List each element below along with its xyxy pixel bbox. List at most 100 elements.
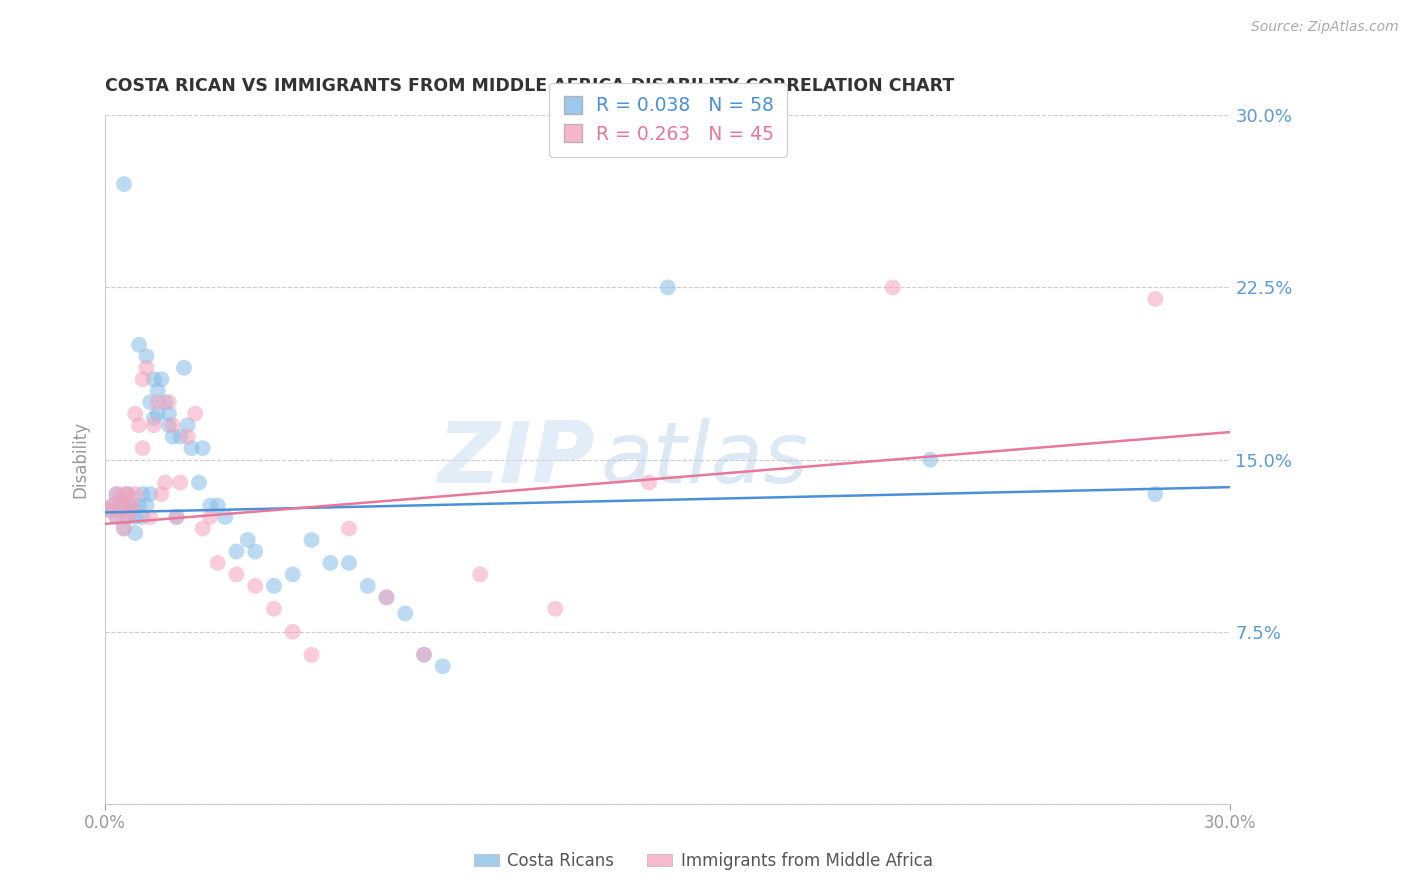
Point: [882, 280, 904, 294]
Point: [188, 475, 211, 490]
Point: [97, 503, 120, 517]
Point: [132, 510, 155, 524]
Point: [128, 338, 150, 352]
Point: [236, 533, 259, 547]
Point: [245, 544, 267, 558]
Point: [135, 499, 157, 513]
Point: [166, 510, 188, 524]
Point: [110, 494, 132, 508]
Point: [301, 648, 323, 662]
Point: [225, 544, 247, 558]
Point: [135, 349, 157, 363]
Point: [920, 452, 942, 467]
Point: [117, 510, 139, 524]
Point: [319, 556, 342, 570]
Point: [281, 624, 304, 639]
Point: [139, 510, 162, 524]
Point: [146, 407, 169, 421]
Point: [112, 521, 135, 535]
Point: [191, 521, 214, 535]
Point: [214, 510, 236, 524]
Point: [139, 395, 162, 409]
Point: [173, 360, 195, 375]
Text: atlas: atlas: [600, 418, 808, 501]
Point: [135, 360, 157, 375]
Point: [200, 499, 222, 513]
Point: [337, 521, 360, 535]
Point: [432, 659, 454, 673]
Point: [128, 418, 150, 433]
Point: [157, 418, 180, 433]
Point: [139, 487, 162, 501]
Point: [146, 384, 169, 398]
Point: [117, 510, 139, 524]
Point: [470, 567, 492, 582]
Point: [124, 510, 146, 524]
Point: [544, 602, 567, 616]
Point: [121, 503, 143, 517]
Point: [180, 441, 202, 455]
Point: [157, 395, 180, 409]
Point: [110, 494, 132, 508]
Point: [117, 487, 139, 501]
Legend: R = 0.038   N = 58, R = 0.263   N = 45: R = 0.038 N = 58, R = 0.263 N = 45: [548, 83, 787, 157]
Point: [225, 567, 247, 582]
Point: [169, 475, 191, 490]
Point: [1144, 292, 1167, 306]
Point: [143, 418, 166, 433]
Text: ZIP: ZIP: [437, 418, 595, 501]
Point: [157, 407, 180, 421]
Point: [155, 475, 177, 490]
Point: [177, 418, 200, 433]
Point: [657, 280, 679, 294]
Point: [105, 510, 128, 524]
Point: [105, 510, 128, 524]
Point: [143, 411, 166, 425]
Point: [101, 499, 124, 513]
Point: [124, 407, 146, 421]
Point: [177, 430, 200, 444]
Point: [101, 499, 124, 513]
Point: [105, 487, 128, 501]
Point: [413, 648, 436, 662]
Point: [166, 510, 188, 524]
Point: [150, 372, 173, 386]
Point: [132, 487, 155, 501]
Text: COSTA RICAN VS IMMIGRANTS FROM MIDDLE AFRICA DISABILITY CORRELATION CHART: COSTA RICAN VS IMMIGRANTS FROM MIDDLE AF…: [105, 78, 955, 95]
Point: [112, 499, 135, 513]
Point: [263, 579, 285, 593]
Point: [121, 499, 143, 513]
Point: [162, 430, 184, 444]
Point: [112, 521, 135, 535]
Point: [162, 418, 184, 433]
Point: [207, 499, 229, 513]
Point: [117, 487, 139, 501]
Point: [124, 487, 146, 501]
Point: [112, 177, 135, 191]
Point: [638, 475, 661, 490]
Point: [337, 556, 360, 570]
Y-axis label: Disability: Disability: [72, 421, 89, 498]
Point: [200, 510, 222, 524]
Point: [301, 533, 323, 547]
Point: [128, 499, 150, 513]
Point: [281, 567, 304, 582]
Point: [413, 648, 436, 662]
Point: [191, 441, 214, 455]
Point: [132, 372, 155, 386]
Point: [375, 591, 398, 605]
Point: [184, 407, 207, 421]
Point: [155, 395, 177, 409]
Legend: Costa Ricans, Immigrants from Middle Africa: Costa Ricans, Immigrants from Middle Afr…: [467, 846, 939, 877]
Point: [132, 441, 155, 455]
Point: [150, 487, 173, 501]
Point: [121, 503, 143, 517]
Point: [1144, 487, 1167, 501]
Point: [245, 579, 267, 593]
Point: [105, 487, 128, 501]
Point: [169, 430, 191, 444]
Point: [146, 395, 169, 409]
Point: [121, 499, 143, 513]
Text: Source: ZipAtlas.com: Source: ZipAtlas.com: [1251, 20, 1399, 34]
Point: [143, 372, 166, 386]
